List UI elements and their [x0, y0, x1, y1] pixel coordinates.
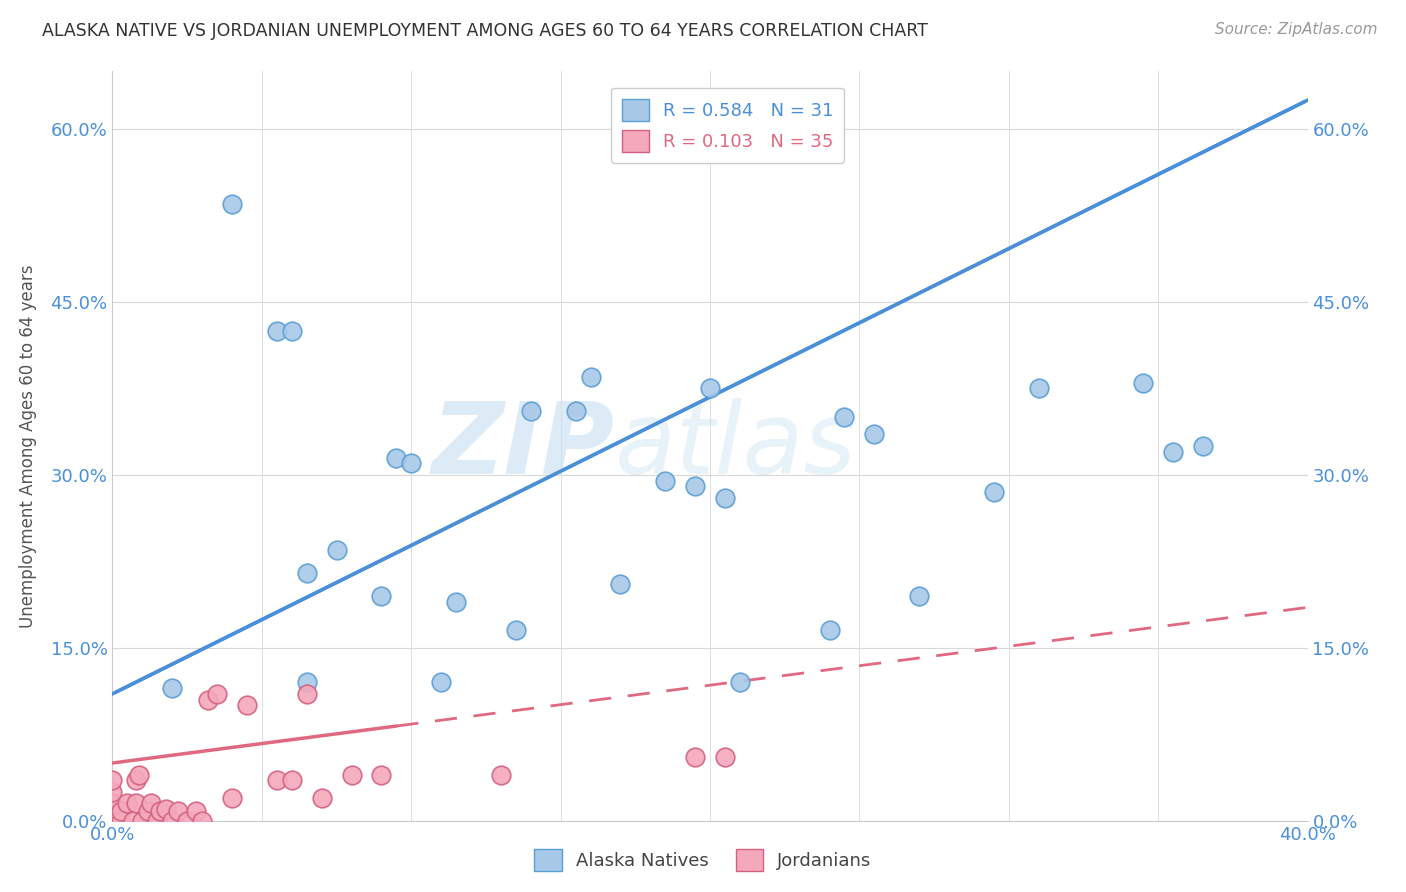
Point: [101, 814, 124, 828]
Point: [110, 805, 132, 819]
Legend: Alaska Natives, Jordanians: Alaska Natives, Jordanians: [527, 842, 879, 879]
Point: [818, 624, 841, 638]
Point: [295, 687, 318, 701]
Point: [654, 474, 676, 488]
Point: [295, 566, 318, 580]
Point: [489, 767, 512, 781]
Point: [221, 790, 243, 805]
Point: [340, 767, 363, 781]
Point: [149, 805, 172, 819]
Point: [520, 404, 543, 418]
Point: [266, 324, 288, 338]
Point: [205, 687, 228, 701]
Text: ZIP: ZIP: [432, 398, 614, 494]
Text: Source: ZipAtlas.com: Source: ZipAtlas.com: [1215, 22, 1378, 37]
Point: [714, 750, 737, 764]
Point: [197, 692, 219, 706]
Point: [117, 797, 139, 811]
Point: [125, 797, 148, 811]
Point: [186, 805, 208, 819]
Point: [1028, 381, 1050, 395]
Point: [236, 698, 259, 713]
Point: [311, 790, 333, 805]
Point: [430, 675, 453, 690]
Point: [221, 197, 243, 211]
Point: [162, 814, 183, 828]
Text: ALASKA NATIVE VS JORDANIAN UNEMPLOYMENT AMONG AGES 60 TO 64 YEARS CORRELATION CH: ALASKA NATIVE VS JORDANIAN UNEMPLOYMENT …: [42, 22, 928, 40]
Point: [683, 479, 706, 493]
Point: [125, 773, 148, 788]
Point: [579, 369, 602, 384]
Point: [683, 750, 706, 764]
Point: [101, 773, 124, 788]
Point: [370, 589, 392, 603]
Point: [863, 427, 886, 442]
Legend: R = 0.584   N = 31, R = 0.103   N = 35: R = 0.584 N = 31, R = 0.103 N = 35: [610, 88, 845, 162]
Point: [131, 814, 153, 828]
Point: [325, 542, 347, 557]
Point: [281, 324, 304, 338]
Point: [146, 814, 169, 828]
Point: [401, 456, 423, 470]
Point: [728, 675, 751, 690]
Y-axis label: Unemployment Among Ages 60 to 64 years: Unemployment Among Ages 60 to 64 years: [18, 264, 37, 628]
Point: [101, 785, 124, 799]
Point: [370, 767, 392, 781]
Point: [176, 814, 198, 828]
Point: [714, 491, 737, 505]
Point: [155, 802, 177, 816]
Point: [266, 773, 288, 788]
Point: [281, 773, 304, 788]
Point: [385, 450, 408, 465]
Point: [505, 624, 527, 638]
Point: [1161, 444, 1184, 458]
Point: [122, 814, 145, 828]
Point: [908, 589, 931, 603]
Point: [1192, 439, 1215, 453]
Point: [191, 814, 214, 828]
Point: [295, 675, 318, 690]
Point: [138, 805, 160, 819]
Point: [983, 485, 1005, 500]
Point: [609, 577, 631, 591]
Point: [162, 681, 183, 695]
Point: [834, 410, 856, 425]
Point: [101, 797, 124, 811]
Text: atlas: atlas: [614, 398, 856, 494]
Point: [110, 814, 132, 828]
Point: [564, 404, 586, 418]
Point: [141, 797, 163, 811]
Point: [444, 594, 467, 608]
Point: [1132, 376, 1154, 390]
Point: [128, 767, 150, 781]
Point: [167, 805, 190, 819]
Point: [699, 381, 721, 395]
